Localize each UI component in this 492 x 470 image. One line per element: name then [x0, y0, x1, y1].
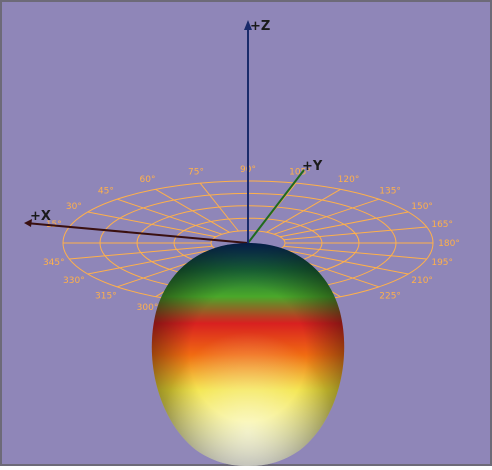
grid-spoke [155, 188, 230, 233]
angle-label: 150° [411, 202, 433, 212]
grid-spoke [117, 198, 222, 235]
x-axis-arrowhead [24, 219, 32, 227]
x-axis-line [25, 222, 249, 244]
grid-spoke [69, 245, 213, 260]
grid-spoke [283, 226, 427, 241]
angle-label: 165° [431, 220, 453, 230]
angle-label: 195° [431, 258, 453, 268]
angle-label: 210° [411, 276, 433, 286]
grid-spoke [279, 248, 409, 275]
grid-spoke [274, 198, 379, 235]
angle-label: 300° [137, 303, 159, 313]
angle-label: 330° [63, 276, 85, 286]
angle-label: 135° [379, 187, 401, 197]
angle-label: 225° [379, 291, 401, 301]
angle-label: 120° [338, 175, 360, 185]
grid-spoke [283, 245, 427, 260]
radiation-lobe [151, 243, 345, 466]
grid-spoke [279, 211, 409, 238]
radiation-lobe-highlight [151, 243, 345, 466]
angle-label: 75° [188, 168, 204, 178]
angle-label: 60° [140, 175, 156, 185]
x-axis-label: +X [30, 209, 51, 224]
angle-label: 315° [95, 291, 117, 301]
z-axis-arrowhead [244, 20, 252, 30]
grid-spoke [199, 182, 239, 232]
grid-spoke [87, 211, 217, 238]
z-axis-label: +Z [250, 19, 270, 34]
angle-label: 45° [98, 187, 114, 197]
grid-spoke [87, 248, 217, 275]
azimuth-angle-labels: 15°30°45°60°75°90°105°120°135°150°165°18… [43, 165, 460, 313]
y-axis-label: +Y [302, 159, 323, 174]
angle-label: 30° [66, 202, 82, 212]
y-axis-line [247, 169, 305, 244]
grid-spoke [266, 188, 341, 233]
angle-label: 105° [289, 168, 311, 178]
angle-label: 180° [438, 239, 460, 249]
angle-label: 345° [43, 258, 65, 268]
